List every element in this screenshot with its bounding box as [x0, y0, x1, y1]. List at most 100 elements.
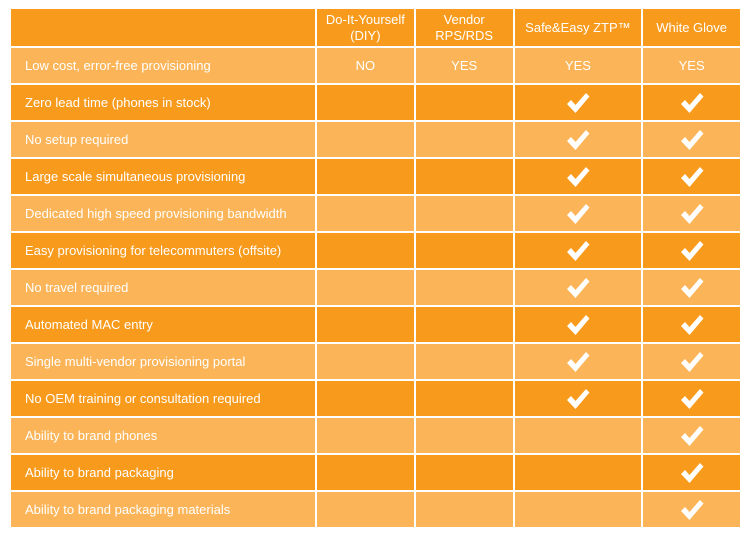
empty-cell — [315, 490, 416, 529]
check-cell — [512, 305, 644, 344]
cell-value: YES — [451, 58, 478, 73]
check-icon — [679, 276, 705, 300]
empty-cell — [315, 416, 416, 455]
empty-cell — [413, 416, 515, 455]
empty-cell — [413, 379, 515, 418]
check-icon — [679, 498, 705, 522]
table-row: Automated MAC entry — [8, 305, 742, 344]
check-cell — [641, 416, 742, 455]
check-cell — [641, 268, 742, 307]
value-cell: YES — [641, 46, 742, 85]
table-row: Large scale simultaneous provisioning — [8, 157, 742, 196]
empty-cell — [315, 342, 416, 381]
check-cell — [641, 490, 742, 529]
empty-cell — [413, 83, 515, 122]
column-header-line: Do-It-Yourself — [325, 11, 405, 27]
empty-cell — [413, 120, 515, 159]
empty-cell — [315, 120, 416, 159]
row-label: Large scale simultaneous provisioning — [8, 157, 318, 196]
empty-cell — [315, 83, 416, 122]
check-icon — [679, 165, 705, 189]
row-label: No travel required — [8, 268, 318, 307]
check-icon — [679, 461, 705, 485]
row-label: Low cost, error-free provisioning — [8, 46, 318, 85]
check-cell — [641, 453, 742, 492]
table-row: Low cost, error-free provisioning NO YES YE… — [8, 46, 742, 85]
row-label: No setup required — [8, 120, 318, 159]
check-cell — [641, 194, 742, 233]
row-label: Ability to brand packaging materials — [8, 490, 318, 529]
check-cell — [512, 379, 644, 418]
value-cell: YES — [413, 46, 515, 85]
empty-cell — [413, 453, 515, 492]
header-row: Do-It-Yourself (DIY) Vendor RPS/RDS Safe… — [8, 7, 742, 48]
check-cell — [641, 157, 742, 196]
empty-cell — [413, 342, 515, 381]
check-icon — [679, 91, 705, 115]
table-row: No setup required — [8, 120, 742, 159]
empty-cell — [413, 268, 515, 307]
row-label: Automated MAC entry — [8, 305, 318, 344]
empty-cell — [512, 490, 644, 529]
row-label: Single multi-vendor provisioning portal — [8, 342, 318, 381]
empty-cell — [315, 194, 416, 233]
check-cell — [512, 268, 644, 307]
check-cell — [641, 305, 742, 344]
table-row: Dedicated high speed provisioning bandwi… — [8, 194, 742, 233]
check-cell — [512, 342, 644, 381]
check-cell — [512, 231, 644, 270]
row-label: No OEM training or consultation required — [8, 379, 318, 418]
table-row: Ability to brand packaging materials — [8, 490, 742, 529]
column-header-line: Vendor — [443, 11, 485, 27]
table-row: Easy provisioning for telecommuters (off… — [8, 231, 742, 270]
empty-cell — [413, 231, 515, 270]
empty-cell — [315, 453, 416, 492]
check-icon — [565, 128, 591, 152]
empty-cell — [413, 305, 515, 344]
empty-cell — [413, 194, 515, 233]
check-icon — [565, 350, 591, 374]
column-header-diy: Do-It-Yourself (DIY) — [315, 7, 416, 48]
column-header-line: Safe&Easy ZTP™ — [525, 19, 631, 35]
check-icon — [565, 202, 591, 226]
column-header-vendor: Vendor RPS/RDS — [413, 7, 515, 48]
check-icon — [679, 424, 705, 448]
comparison-table: Do-It-Yourself (DIY) Vendor RPS/RDS Safe… — [8, 7, 742, 529]
row-label: Ability to brand packaging — [8, 453, 318, 492]
table-row: Zero lead time (phones in stock) — [8, 83, 742, 122]
row-label: Easy provisioning for telecommuters (off… — [8, 231, 318, 270]
table-body: Low cost, error-free provisioning NO YES YE… — [8, 46, 742, 529]
table-row: No OEM training or consultation required — [8, 379, 742, 418]
column-header-safe-easy-ztp: Safe&Easy ZTP™ — [512, 7, 644, 48]
column-header-white-glove: White Glove — [641, 7, 742, 48]
check-icon — [565, 91, 591, 115]
table-row: No travel required — [8, 268, 742, 307]
table-row: Ability to brand phones — [8, 416, 742, 455]
empty-cell — [315, 231, 416, 270]
row-label: Dedicated high speed provisioning bandwi… — [8, 194, 318, 233]
check-icon — [565, 387, 591, 411]
check-cell — [512, 157, 644, 196]
check-icon — [679, 387, 705, 411]
empty-cell — [413, 157, 515, 196]
empty-cell — [512, 453, 644, 492]
column-header-line: (DIY) — [350, 27, 381, 43]
value-cell: NO — [315, 46, 416, 85]
empty-cell — [315, 268, 416, 307]
check-icon — [679, 202, 705, 226]
check-cell — [641, 83, 742, 122]
check-cell — [641, 120, 742, 159]
table-row: Single multi-vendor provisioning portal — [8, 342, 742, 381]
row-label: Zero lead time (phones in stock) — [8, 83, 318, 122]
check-icon — [679, 128, 705, 152]
header-corner — [8, 7, 318, 48]
check-cell — [641, 342, 742, 381]
check-icon — [679, 239, 705, 263]
empty-cell — [315, 157, 416, 196]
row-label: Ability to brand phones — [8, 416, 318, 455]
empty-cell — [413, 490, 515, 529]
check-cell — [512, 83, 644, 122]
table-row: Ability to brand packaging — [8, 453, 742, 492]
check-cell — [512, 194, 644, 233]
column-header-line: RPS/RDS — [435, 27, 494, 43]
